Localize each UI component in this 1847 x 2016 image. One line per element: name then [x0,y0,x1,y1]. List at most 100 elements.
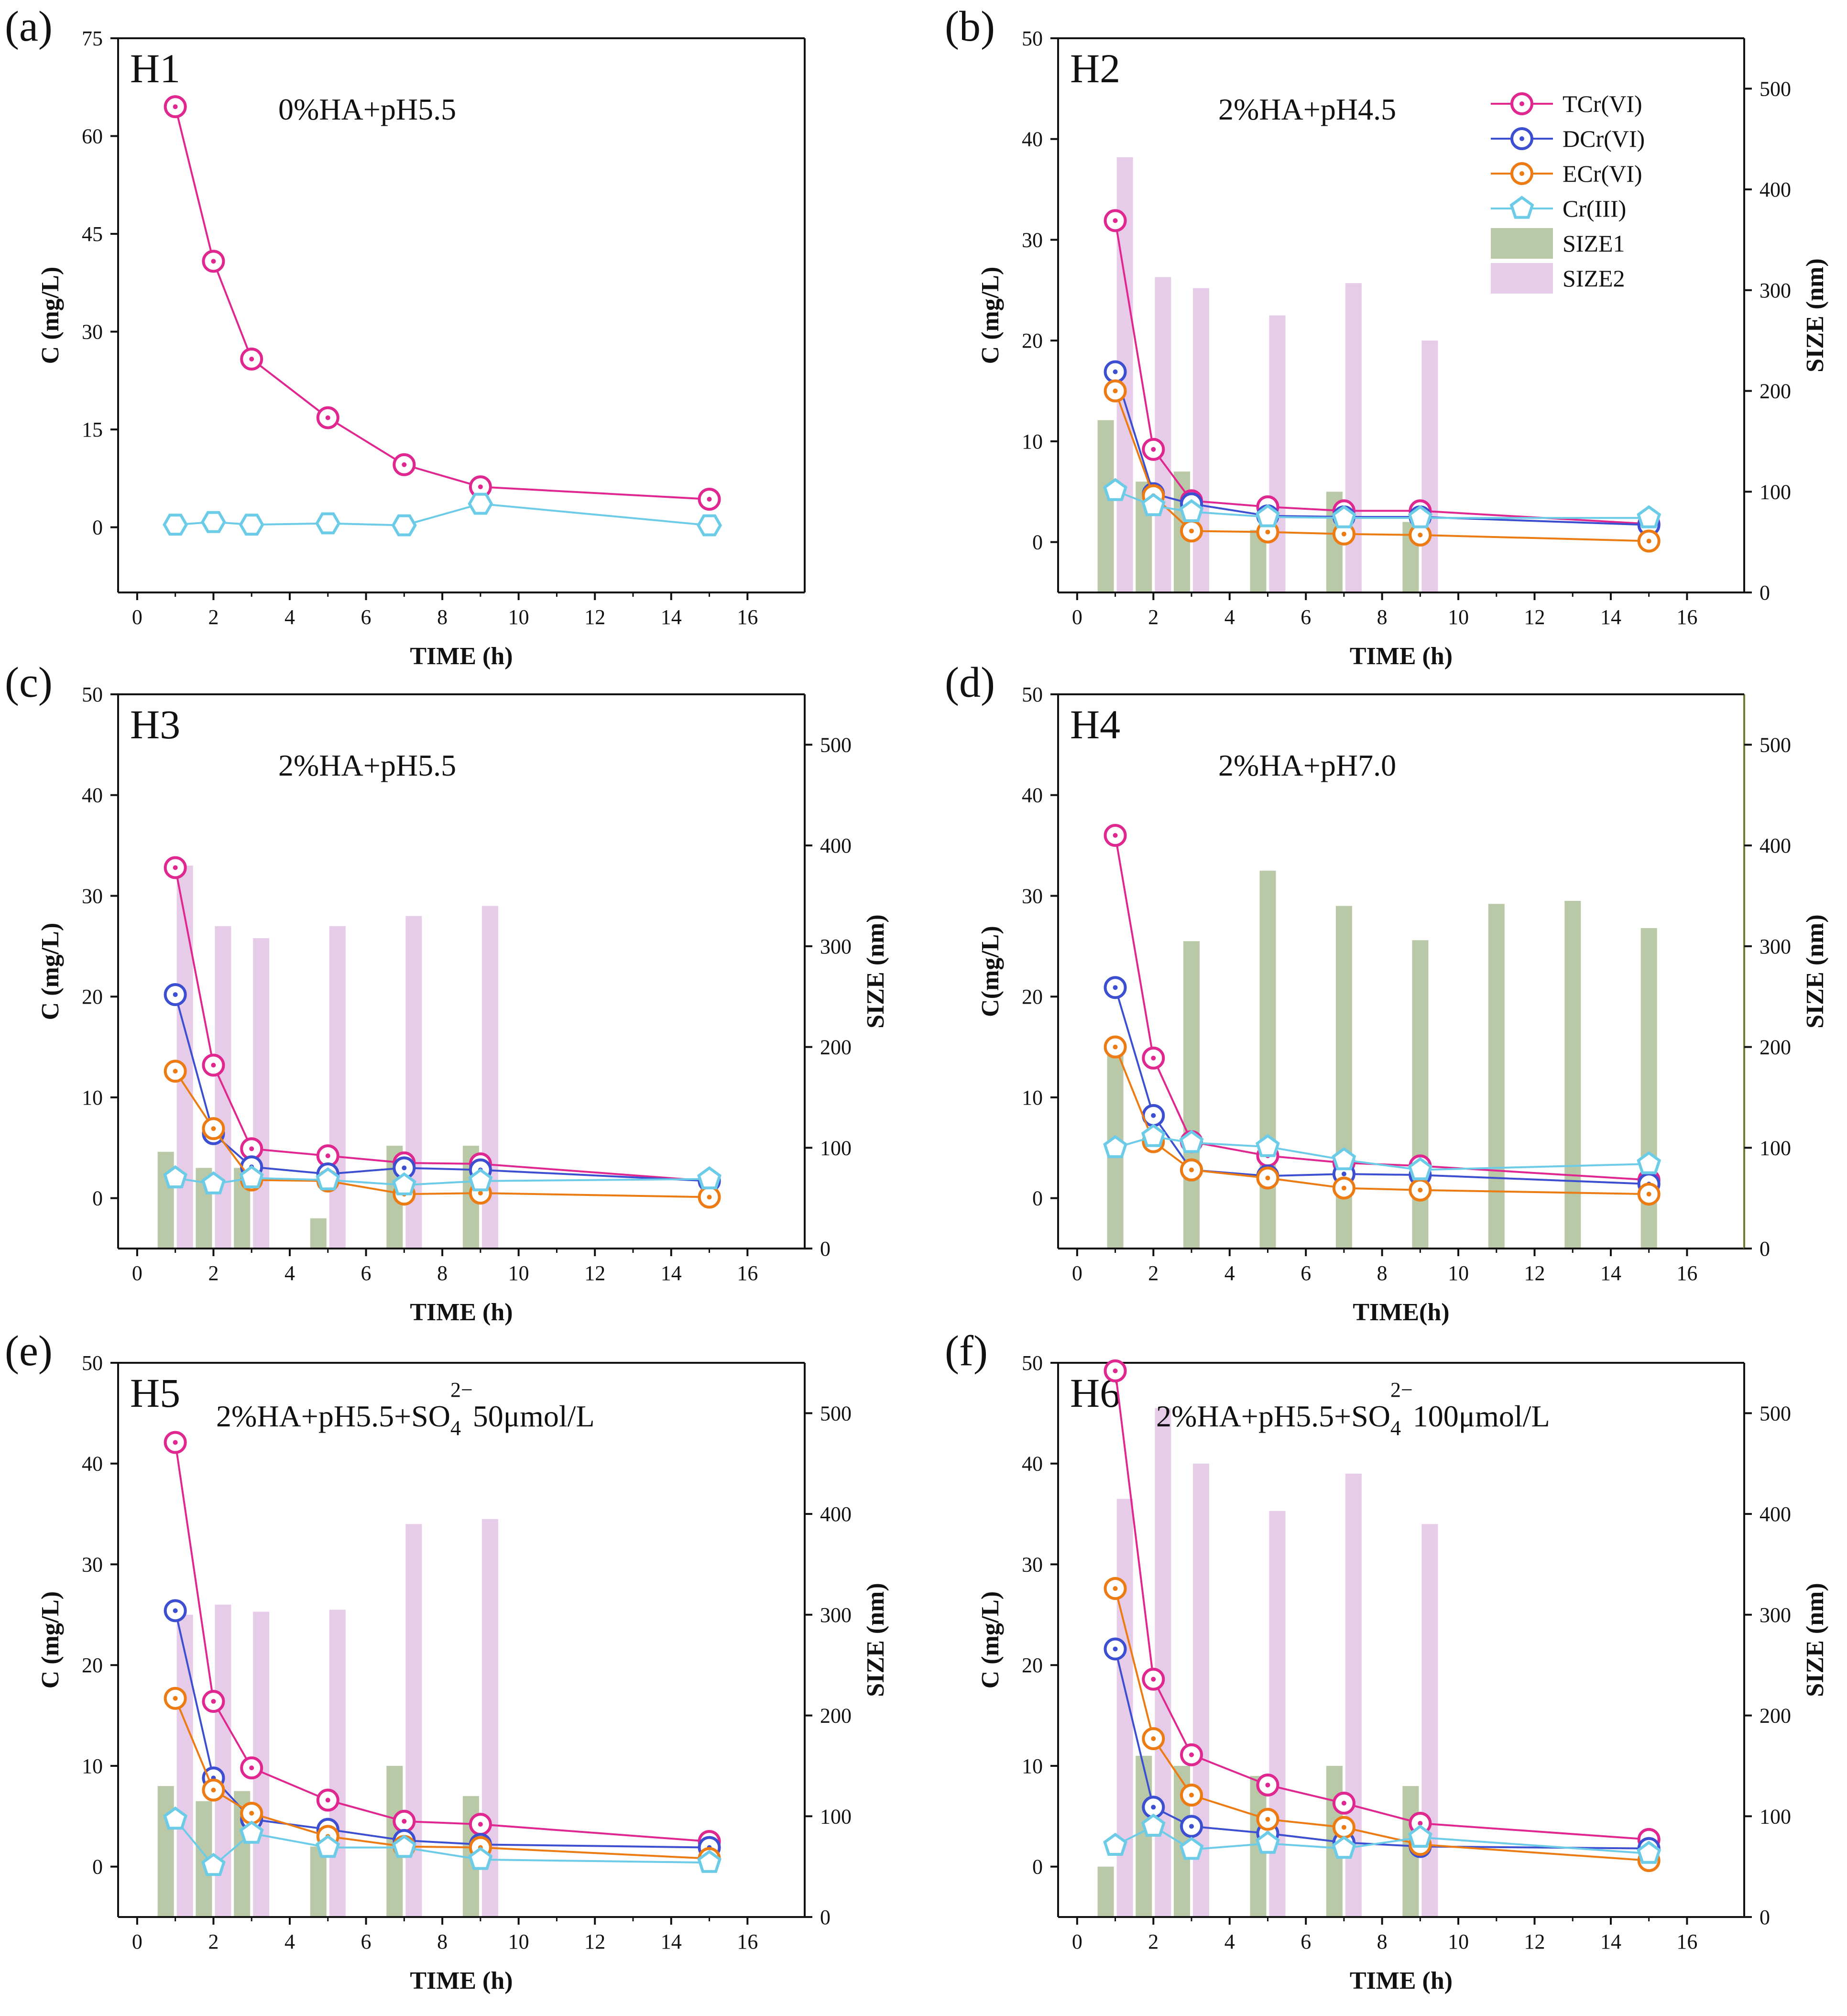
point-cr3-1 [163,1165,188,1189]
point-ecr-3-dot [249,1810,254,1816]
y-axis-title: C (mg/L) [37,267,64,364]
y-tick-label: 0 [1032,1187,1043,1210]
point-cr3-15 [697,1850,721,1873]
right-axis-title: SIZE (nm) [1802,1583,1829,1697]
point-ecr-5-dot [1265,529,1270,535]
x-tick-label: 6 [1301,605,1311,629]
x-tick-label: 4 [284,605,295,629]
y-tick-label: 0 [92,516,103,539]
point-dcr-7-dot [402,1165,407,1171]
x-tick-label: 14 [1600,605,1621,629]
x-tick-label: 10 [1448,1930,1469,1953]
right-y-tick-label: 500 [1760,1402,1791,1425]
point-ecr-15-dot [707,1194,712,1200]
x-tick-label: 0 [132,605,142,629]
panel-letter: (f) [945,1327,988,1375]
point-tcr-2-dot [1151,1676,1156,1682]
point-dcr-2-dot [1151,1805,1156,1810]
point-tcr-5-dot [325,1153,330,1159]
point-cr3-7 [392,1834,416,1858]
point-tcr-5-dot [325,415,330,420]
right-y-tick-label: 100 [1760,1805,1791,1828]
condition-part: 2%HA+pH5.5+SO [1156,1399,1390,1433]
panel-letter: (c) [5,659,53,706]
point-tcr-3-dot [249,1765,254,1771]
x-tick-label: 6 [361,605,372,629]
point-ecr-7-dot [1341,531,1346,537]
point-cr3-1 [1103,478,1128,501]
x-tick-label: 6 [1301,1261,1311,1285]
right-y-tick-label: 300 [1760,1603,1791,1627]
condition-part: 2%HA+pH5.5+SO [216,1399,450,1433]
bar-size1-1 [1097,420,1114,592]
y-tick-label: 40 [82,784,103,807]
bar-size2-9 [1421,1524,1438,1917]
x-tick-label: 10 [508,605,529,629]
x-tick-label: 2 [208,605,219,629]
x-tick-label: 4 [284,1261,295,1285]
x-tick-label: 10 [508,1261,529,1285]
panel-condition: 2%HA+pH5.5+SO4 2−100μmol/L [1156,1378,1550,1440]
point-tcr-1-dot [173,104,178,110]
right-y-tick-label: 400 [820,834,852,857]
right-y-tick-label: 200 [820,1036,852,1059]
panel-h4: 0 2 4 6 8 10 12 14 16010203040500100200300400500… [945,659,1829,1326]
legend-label-size2: SIZE2 [1563,265,1625,292]
y-tick-label: 10 [82,1086,103,1109]
panel-condition: 2%HA+pH5.5 [278,748,456,782]
x-tick-label: 14 [1600,1261,1621,1285]
point-ecr-9-dot [1418,1187,1423,1193]
right-y-tick-label: 300 [1760,935,1791,958]
point-tcr-1-dot [173,1440,178,1445]
point-cr3-9 [1408,1157,1432,1181]
point-cr3-1 [1103,1135,1128,1158]
x-tick-label: 12 [1524,1930,1545,1953]
y-tick-label: 30 [82,884,103,908]
point-ecr-7-dot [1341,1825,1346,1830]
y-tick-label: 20 [1022,1654,1043,1677]
point-ecr-5-dot [1265,1817,1270,1822]
x-tick-label: 2 [1148,1930,1158,1953]
x-tick-label: 12 [584,1930,605,1953]
point-dcr-7-dot [1341,1172,1346,1177]
x-tick-label: 12 [584,605,605,629]
y-tick-label: 20 [1022,985,1043,1008]
x-tick-label: 8 [1377,1930,1388,1953]
legend-marker-dcr-dot [1519,136,1524,141]
right-y-tick-label: 300 [1760,279,1791,302]
y-tick-label: 10 [82,1754,103,1778]
right-y-tick-label: 100 [1760,480,1791,504]
condition-subscript: 4 [1390,1416,1401,1440]
point-cr3-2 [1141,1813,1166,1837]
x-tick-label: 2 [1148,605,1158,629]
x-tick-label: 16 [737,605,758,629]
point-tcr-1-dot [173,865,178,870]
x-tick-label: 4 [1224,1261,1235,1285]
x-tick-label: 12 [1524,1261,1545,1285]
y-tick-label: 15 [82,418,103,441]
bar-size1-1 [157,1786,174,1917]
point-cr3-1 [1103,1832,1128,1856]
bar-size2-1 [176,866,193,1249]
legend: TCr(VI) DCr(VI) ECr(VI) Cr(III) SIZE1 SIZE2 [1491,90,1645,294]
point-ecr-7-dot [1341,1185,1346,1191]
point-cr3-2 [1141,493,1166,516]
y-tick-label: 0 [92,1187,103,1210]
bar-size1-1 [157,1151,174,1249]
x-tick-label: 6 [1301,1930,1311,1953]
x-tick-label: 0 [1072,1261,1082,1285]
series-line-tcr [174,106,710,500]
x-axis-title: TIME (h) [1350,643,1453,670]
point-cr3-2 [200,511,226,533]
panel-letter: (b) [945,3,995,50]
y-tick-label: 50 [82,1351,103,1375]
point-tcr-7-dot [402,462,407,467]
point-cr3-3 [239,1820,264,1844]
x-tick-label: 16 [737,1930,758,1953]
x-tick-label: 14 [1600,1930,1621,1953]
right-y-tick-label: 100 [820,1136,852,1160]
y-tick-label: 10 [1022,430,1043,453]
point-tcr-7-dot [1341,1800,1346,1806]
point-cr3-3 [239,1165,264,1189]
y-axis-title: C (mg/L) [977,267,1004,364]
